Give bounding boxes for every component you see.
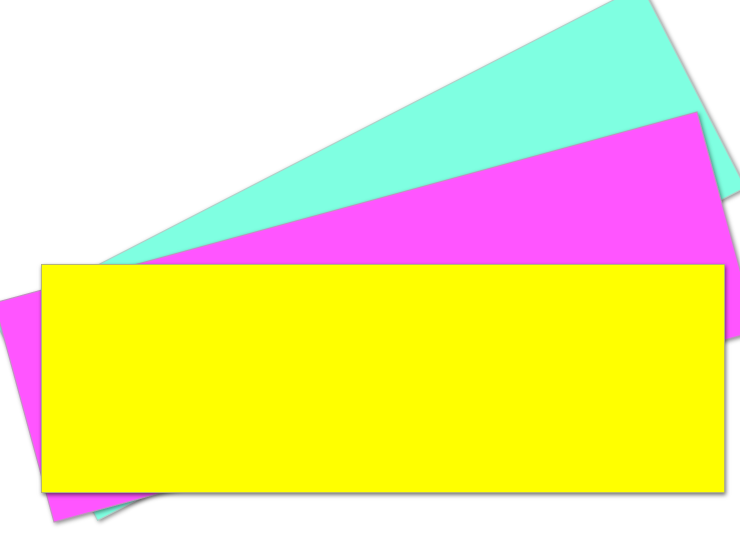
card-front (41, 264, 725, 493)
